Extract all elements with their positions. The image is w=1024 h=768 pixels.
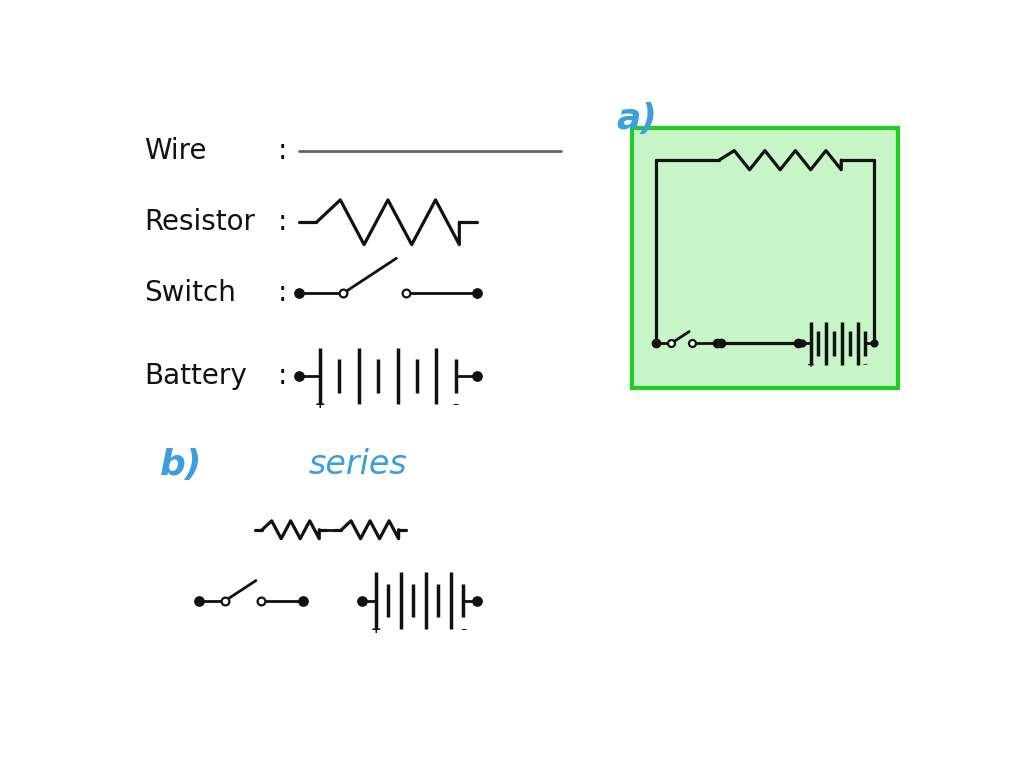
Point [469,287,485,300]
Point [295,594,311,607]
Point [291,370,307,382]
Text: –: – [863,360,867,369]
Text: b): b) [160,448,202,482]
Point [790,337,806,349]
Point [469,370,485,382]
Point [354,594,371,607]
Text: Battery: Battery [143,362,247,390]
Point [663,337,679,349]
Text: Switch: Switch [143,280,236,307]
Text: +: + [371,623,381,636]
Point [865,337,882,349]
Text: –: – [453,399,459,412]
Point [684,337,700,349]
Point [335,287,351,300]
Point [253,594,269,607]
Bar [632,127,898,388]
Text: Wire: Wire [143,137,207,165]
Text: series: series [309,449,408,482]
Text: +: + [314,399,326,412]
Text: –: – [460,623,467,636]
Point [291,287,307,300]
Point [217,594,233,607]
Point [713,337,729,349]
Text: a): a) [616,102,657,136]
Point [397,287,414,300]
Text: :: : [279,362,288,390]
Point [191,594,208,607]
Text: :: : [279,280,288,307]
Point [647,337,664,349]
Point [469,594,485,607]
Text: +: + [807,360,814,369]
Point [794,337,810,349]
Point [709,337,725,349]
Text: Resistor: Resistor [143,208,255,237]
Text: :: : [279,137,288,165]
Text: :: : [279,208,288,237]
